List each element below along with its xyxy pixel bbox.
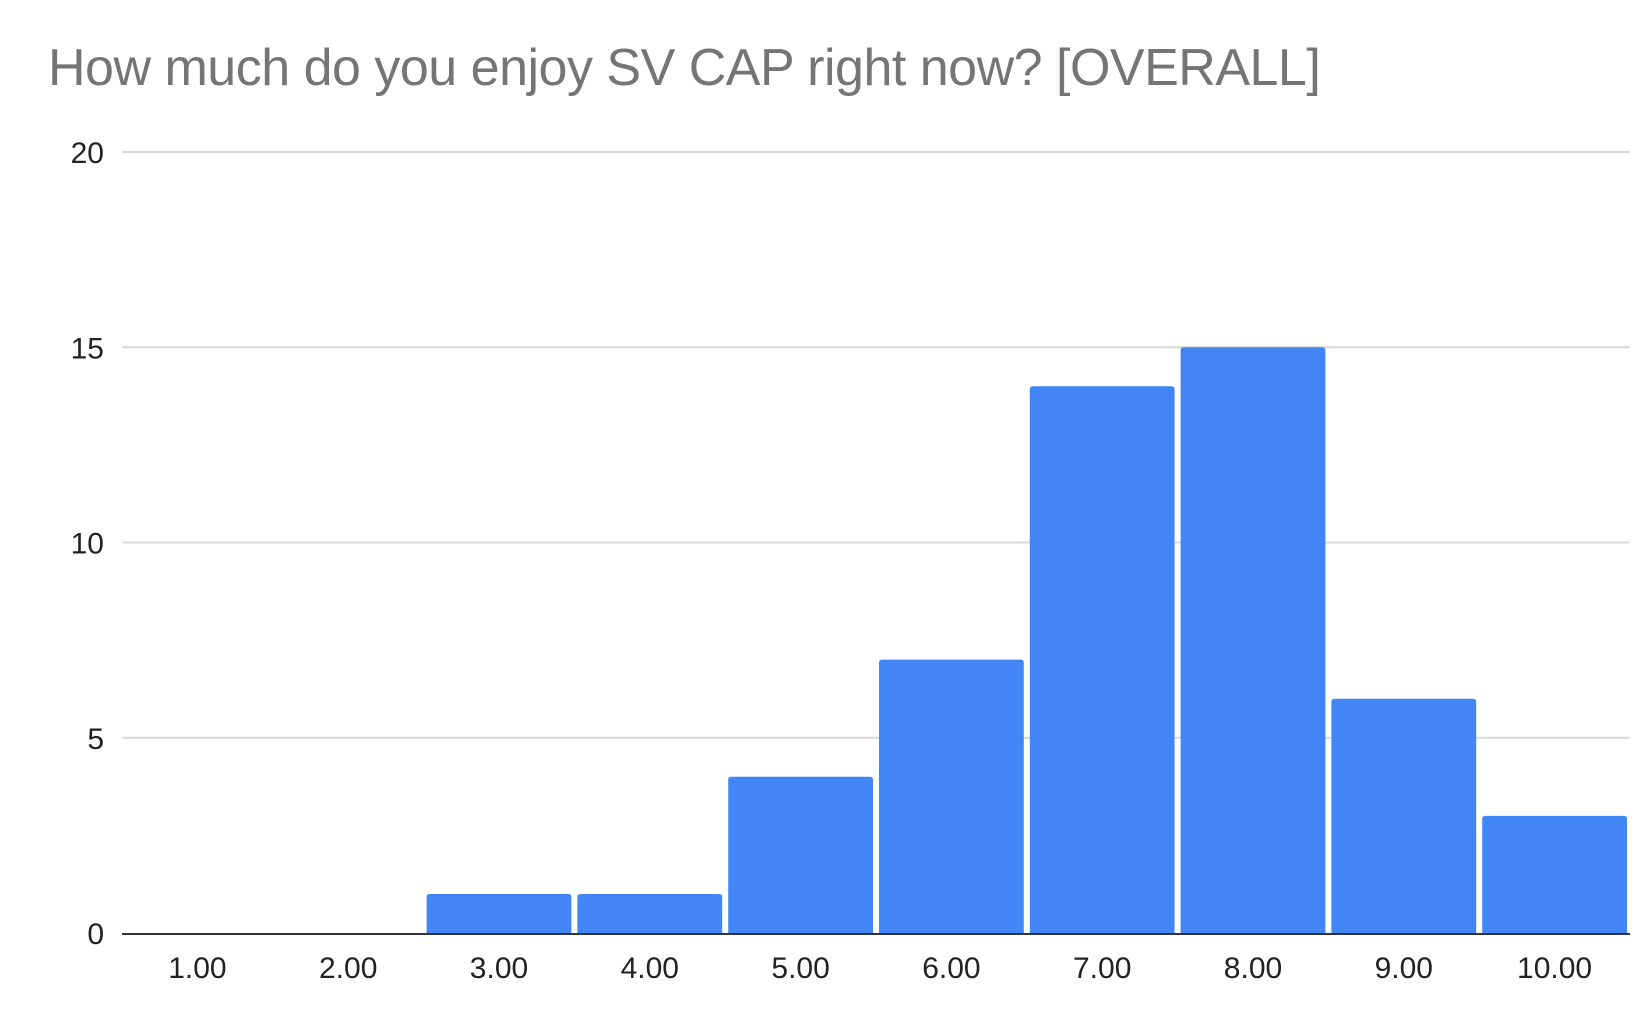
x-tick-label: 7.00 — [1073, 952, 1131, 985]
y-axis-tick-labels: 0 5 10 15 20 — [71, 137, 104, 951]
x-tick-label: 9.00 — [1375, 952, 1433, 985]
y-tick-label: 15 — [71, 332, 104, 365]
y-tick-label: 5 — [87, 723, 104, 756]
bar-5.00 — [728, 776, 873, 933]
gridlines — [122, 151, 1630, 739]
chart-title: How much do you enjoy SV CAP right now? … — [48, 39, 1321, 97]
x-tick-label: 6.00 — [922, 952, 980, 985]
y-tick-label: 10 — [71, 528, 104, 561]
y-tick-label: 20 — [71, 137, 104, 170]
bar-3.00 — [426, 893, 572, 933]
bar-9.00 — [1331, 698, 1477, 933]
bar-4.00 — [577, 893, 723, 933]
x-tick-label: 5.00 — [771, 952, 829, 985]
x-tick-label: 10.00 — [1517, 952, 1592, 985]
x-axis-tick-labels: 1.00 2.00 3.00 4.00 5.00 6.00 7.00 8.00 9.00 10.0… — [168, 952, 1592, 985]
x-tick-label: 3.00 — [470, 952, 528, 985]
bars — [426, 347, 1627, 933]
bar-8.00 — [1180, 347, 1326, 933]
bar-6.00 — [879, 659, 1024, 933]
y-tick-label: 0 — [87, 918, 104, 951]
bar-10.00 — [1482, 815, 1627, 933]
x-tick-label: 8.00 — [1224, 952, 1282, 985]
bar-7.00 — [1029, 386, 1175, 933]
x-tick-label: 4.00 — [621, 952, 679, 985]
x-tick-label: 1.00 — [168, 952, 226, 985]
x-tick-label: 2.00 — [319, 952, 377, 985]
